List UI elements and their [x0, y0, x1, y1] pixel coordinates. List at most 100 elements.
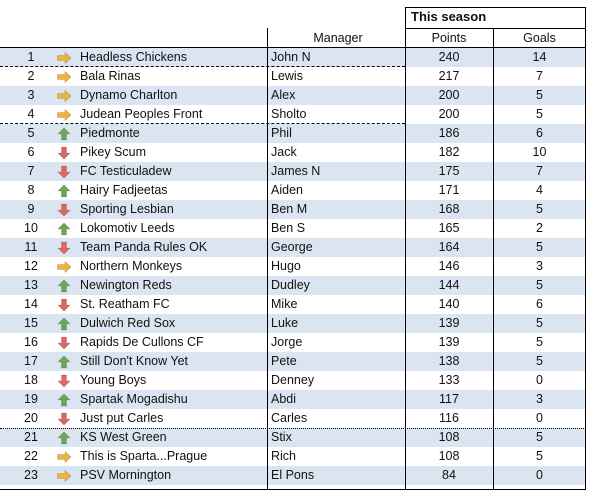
- points-cell: 186: [438, 126, 460, 140]
- position-cell: 18: [24, 373, 38, 387]
- table-row: 7 FC Testiculadew James N 175 7: [0, 162, 586, 181]
- manager-cell: Ben S: [271, 221, 306, 235]
- table-bottom-border: [0, 489, 586, 490]
- table-row: 6 Pikey Scum Jack 182 10: [0, 143, 586, 162]
- movement-up-icon: [54, 390, 74, 409]
- points-cell: 175: [438, 164, 460, 178]
- table-row: 23 PSV Mornington El Pons 84 0: [0, 466, 586, 485]
- movement-down-icon: [54, 295, 74, 314]
- points-cell: 146: [438, 259, 460, 273]
- points-cell: 108: [438, 449, 460, 463]
- zone-divider-relegation: [0, 428, 586, 429]
- goals-cell: 6: [536, 297, 543, 311]
- goals-left-border: [493, 28, 494, 490]
- manager-cell: Pete: [271, 354, 297, 368]
- points-cell: 171: [438, 183, 460, 197]
- team-name-cell: St. Reatham FC: [80, 297, 170, 311]
- table-row: 5 Piedmonte Phil 186 6: [0, 124, 586, 143]
- movement-up-icon: [54, 352, 74, 371]
- team-name-cell: Dynamo Charlton: [80, 88, 178, 102]
- team-name-cell: Spartak Mogadishu: [80, 392, 188, 406]
- goals-cell: 5: [536, 335, 543, 349]
- movement-down-icon: [54, 371, 74, 390]
- movement-same-icon: [54, 257, 74, 276]
- team-name-cell: Dulwich Red Sox: [80, 316, 176, 330]
- position-cell: 22: [24, 449, 38, 463]
- manager-cell: Luke: [271, 316, 299, 330]
- table-row: 17 Still Don't Know Yet Pete 138 5: [0, 352, 586, 371]
- goals-cell: 5: [536, 316, 543, 330]
- team-name-cell: FC Testiculadew: [80, 164, 172, 178]
- header-this-season: This season: [411, 9, 487, 24]
- points-cell: 116: [439, 411, 459, 425]
- goals-cell: 3: [536, 392, 543, 406]
- position-cell: 9: [27, 202, 35, 216]
- team-name-cell: Hairy Fadjeetas: [80, 183, 168, 197]
- position-cell: 6: [27, 145, 35, 159]
- position-cell: 1: [27, 50, 35, 64]
- points-cell: 217: [438, 69, 460, 83]
- goals-cell: 5: [536, 449, 543, 463]
- movement-down-icon: [54, 143, 74, 162]
- table-row: 4 Judean Peoples Front Sholto 200 5: [0, 105, 586, 124]
- points-cell: 84: [442, 468, 456, 482]
- team-name-cell: Still Don't Know Yet: [80, 354, 189, 368]
- position-cell: 3: [27, 88, 35, 102]
- team-name-cell: Pikey Scum: [80, 145, 146, 159]
- manager-cell: Abdi: [271, 392, 297, 406]
- table-row: 16 Rapids De Cullons CF Jorge 139 5: [0, 333, 586, 352]
- header-goals: Goals: [523, 31, 556, 45]
- table-row: 12 Northern Monkeys Hugo 146 3: [0, 257, 586, 276]
- manager-cell: Hugo: [271, 259, 301, 273]
- points-cell: 165: [438, 221, 460, 235]
- manager-cell: Carles: [271, 411, 308, 425]
- table-row: 3 Dynamo Charlton Alex 200 5: [0, 86, 586, 105]
- table-row: 18 Young Boys Denney 133 0: [0, 371, 586, 390]
- goals-cell: 5: [536, 107, 543, 121]
- movement-up-icon: [54, 314, 74, 333]
- team-name-cell: Young Boys: [80, 373, 147, 387]
- table-row: 22 This is Sparta...Prague Rich 108 5: [0, 447, 586, 466]
- movement-down-icon: [54, 238, 74, 257]
- goals-cell: 5: [536, 88, 543, 102]
- table-row: 8 Hairy Fadjeetas Aiden 171 4: [0, 181, 586, 200]
- goals-cell: 3: [536, 259, 543, 273]
- position-cell: 15: [24, 316, 38, 330]
- team-name-cell: This is Sparta...Prague: [80, 449, 208, 463]
- goals-cell: 0: [536, 373, 543, 387]
- team-name-cell: Newington Reds: [80, 278, 172, 292]
- movement-same-icon: [54, 466, 74, 485]
- position-cell: 17: [24, 354, 38, 368]
- manager-cell: John N: [271, 50, 311, 64]
- table-row: 9 Sporting Lesbian Ben M 168 5: [0, 200, 586, 219]
- movement-same-icon: [54, 86, 74, 105]
- team-name-cell: KS West Green: [80, 430, 167, 444]
- goals-cell: 6: [536, 126, 543, 140]
- goals-cell: 5: [536, 354, 543, 368]
- header-points: Points: [431, 31, 467, 45]
- manager-cell: Stix: [271, 430, 292, 444]
- table-right-border: [585, 7, 586, 490]
- position-cell: 8: [27, 183, 35, 197]
- team-name-cell: Lokomotiv Leeds: [80, 221, 175, 235]
- position-cell: 4: [27, 107, 35, 121]
- manager-cell: Dudley: [271, 278, 310, 292]
- manager-cell: Denney: [271, 373, 315, 387]
- manager-cell: Lewis: [271, 69, 303, 83]
- points-cell: 139: [438, 316, 460, 330]
- points-cell: 139: [438, 335, 460, 349]
- table-row: 20 Just put Carles Carles 116 0: [0, 409, 586, 428]
- manager-cell: Mike: [271, 297, 298, 311]
- team-name-cell: Headless Chickens: [80, 50, 187, 64]
- manager-cell: Jack: [271, 145, 297, 159]
- table-row: 15 Dulwich Red Sox Luke 139 5: [0, 314, 586, 333]
- team-name-cell: Judean Peoples Front: [80, 107, 203, 121]
- movement-down-icon: [54, 409, 74, 428]
- manager-left-border: [267, 28, 268, 490]
- team-name-cell: Team Panda Rules OK: [80, 240, 208, 254]
- goals-cell: 5: [536, 240, 543, 254]
- movement-up-icon: [54, 428, 74, 447]
- team-name-cell: Northern Monkeys: [80, 259, 183, 273]
- position-cell: 12: [24, 259, 38, 273]
